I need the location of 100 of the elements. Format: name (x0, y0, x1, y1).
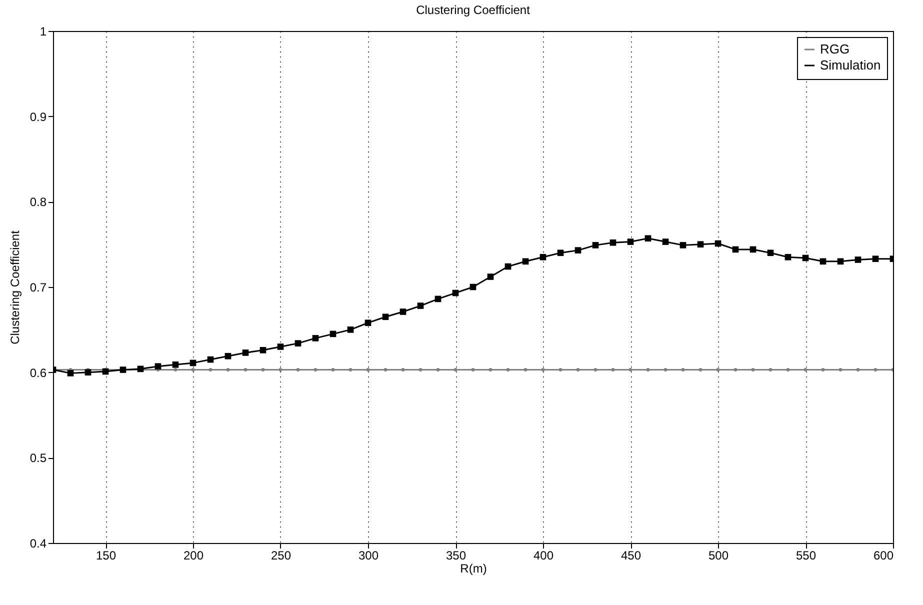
point (261, 368, 265, 372)
point (207, 356, 214, 363)
point (576, 368, 580, 372)
point (401, 368, 405, 372)
point (488, 368, 492, 372)
point (610, 239, 616, 246)
x-tick-label: 400 (533, 548, 554, 562)
point (67, 370, 74, 376)
point (557, 250, 564, 256)
point (751, 368, 755, 372)
point (364, 320, 372, 326)
point (418, 368, 422, 372)
point (854, 256, 862, 263)
point (226, 368, 230, 372)
point (224, 352, 232, 360)
point (558, 368, 562, 372)
point (504, 263, 512, 270)
point (366, 368, 370, 372)
point (348, 368, 352, 372)
point (786, 368, 790, 372)
point (627, 238, 634, 245)
point (506, 368, 510, 372)
point (680, 242, 686, 248)
point (84, 369, 92, 376)
point (330, 330, 336, 338)
point (417, 302, 424, 309)
point (664, 368, 668, 372)
x-tick-label: 600 (873, 548, 894, 562)
y-tick-label: 0.9 (30, 110, 47, 124)
point (821, 368, 825, 372)
point (768, 368, 772, 372)
point (400, 308, 406, 315)
point (244, 368, 248, 372)
point (172, 361, 179, 368)
point (646, 368, 650, 372)
point (714, 240, 722, 247)
point (574, 247, 582, 254)
y-axis-title: Clustering Coefficient (8, 230, 22, 344)
point (750, 246, 756, 253)
point (294, 340, 302, 346)
y-tick-label: 0.6 (30, 366, 47, 380)
point (662, 238, 669, 245)
point (312, 335, 319, 342)
point (767, 250, 774, 256)
point (820, 258, 826, 265)
legend-label: Simulation (820, 58, 881, 72)
point (154, 363, 162, 370)
x-tick-label: 350 (446, 548, 466, 562)
point (540, 254, 546, 260)
x-tick-label: 250 (270, 548, 292, 562)
point (856, 368, 860, 372)
point (524, 368, 528, 372)
point (331, 368, 335, 372)
point (644, 235, 652, 242)
point (698, 368, 702, 372)
point (347, 326, 354, 333)
y-tick-label: 0.7 (30, 280, 47, 294)
point (697, 241, 704, 248)
point (190, 360, 196, 366)
point (734, 368, 738, 372)
point (208, 368, 212, 372)
point (278, 368, 282, 372)
point (382, 314, 389, 320)
point (471, 368, 475, 372)
point (522, 258, 529, 265)
point (102, 368, 109, 375)
point (681, 368, 685, 372)
point (872, 256, 879, 262)
point (384, 368, 388, 372)
point (296, 368, 300, 372)
point (541, 368, 545, 372)
point (628, 368, 632, 372)
point (452, 290, 459, 296)
y-tick-label: 0.4 (30, 536, 47, 550)
point (837, 258, 844, 265)
y-tick-label: 0.5 (30, 451, 47, 466)
point (611, 368, 615, 372)
point (804, 368, 808, 372)
point (470, 284, 476, 290)
point (242, 350, 249, 356)
point (434, 296, 442, 302)
point (454, 368, 458, 372)
legend-label: RGG (820, 42, 850, 56)
x-tick-label: 550 (796, 548, 816, 562)
point (487, 274, 494, 280)
point (191, 368, 195, 372)
point (716, 368, 720, 372)
point (436, 368, 440, 372)
point (784, 254, 792, 260)
y-tick-label: 1 (40, 24, 47, 38)
point (137, 366, 144, 372)
point (874, 368, 878, 372)
point (277, 344, 284, 350)
y-tick-label: 0.8 (30, 195, 47, 210)
point (260, 346, 266, 354)
point (594, 368, 598, 372)
chart-title: Clustering Coefficient (416, 3, 531, 17)
x-axis-title: R(m) (460, 562, 487, 576)
point (802, 254, 809, 262)
point (838, 368, 842, 372)
